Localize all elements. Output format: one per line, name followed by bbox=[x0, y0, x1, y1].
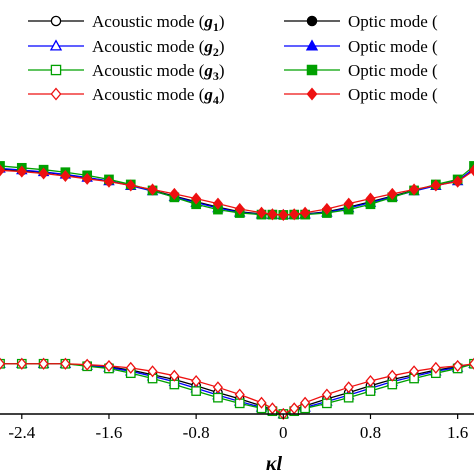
legend-marker bbox=[305, 39, 319, 51]
data-point bbox=[191, 374, 202, 388]
data-point bbox=[289, 208, 300, 221]
data-point bbox=[452, 359, 463, 373]
data-point bbox=[409, 365, 420, 378]
legend: Acoustic mode (g1)Acoustic mode (g2)Acou… bbox=[28, 12, 438, 107]
series-1 bbox=[0, 358, 474, 419]
series-8 bbox=[0, 164, 474, 221]
data-point bbox=[278, 208, 289, 221]
legend-label: Optic mode ( bbox=[348, 61, 438, 80]
legend-item: Optic mode ( bbox=[284, 61, 438, 80]
legend-item: Acoustic mode (g4) bbox=[28, 85, 225, 107]
data-point bbox=[169, 187, 180, 200]
data-point bbox=[343, 197, 354, 210]
x-axis-label: κl bbox=[266, 453, 283, 474]
x-tick-label: -2.4 bbox=[8, 423, 35, 442]
legend-marker bbox=[306, 87, 318, 101]
data-point bbox=[125, 361, 136, 374]
legend-item: Acoustic mode (g1) bbox=[28, 12, 225, 34]
data-point bbox=[147, 183, 158, 196]
legend-marker bbox=[50, 87, 62, 101]
data-point bbox=[82, 358, 93, 371]
x-tick-label: -0.8 bbox=[183, 423, 210, 442]
data-point bbox=[213, 392, 223, 403]
data-point bbox=[0, 161, 5, 171]
data-point bbox=[387, 369, 398, 382]
x-tick-label: 0 bbox=[279, 423, 288, 442]
data-point bbox=[267, 208, 278, 221]
data-point bbox=[365, 192, 376, 205]
series-2 bbox=[0, 357, 474, 419]
data-point bbox=[300, 206, 311, 219]
data-point bbox=[365, 386, 376, 396]
legend-label: Acoustic mode (g4) bbox=[92, 85, 225, 107]
legend-label: Acoustic mode (g2) bbox=[92, 37, 225, 59]
data-point bbox=[60, 169, 71, 183]
data-point bbox=[234, 202, 245, 216]
data-point bbox=[38, 357, 49, 370]
x-axis: -2.4 -1.6 -0.8 0 0.8 1.6 bbox=[0, 413, 474, 442]
legend-item: Acoustic mode (g3) bbox=[28, 61, 225, 83]
data-point bbox=[103, 175, 115, 188]
legend-item: Optic mode ( bbox=[284, 85, 438, 104]
data-point bbox=[212, 381, 223, 394]
data-point bbox=[147, 365, 158, 378]
legend-label: Optic mode ( bbox=[348, 12, 438, 31]
data-point bbox=[16, 357, 27, 370]
data-point bbox=[0, 357, 6, 370]
data-point bbox=[212, 197, 223, 210]
data-point bbox=[409, 183, 420, 196]
legend-label: Optic mode ( bbox=[348, 37, 438, 56]
data-point bbox=[38, 167, 49, 180]
data-point bbox=[452, 175, 463, 188]
legend-label: Optic mode ( bbox=[348, 85, 438, 104]
data-point bbox=[191, 192, 202, 205]
legend-marker bbox=[306, 15, 318, 27]
series-4 bbox=[0, 357, 474, 421]
data-point bbox=[387, 187, 398, 200]
legend-item: Acoustic mode (g2) bbox=[28, 37, 225, 59]
data-point bbox=[343, 381, 354, 394]
plot-area bbox=[0, 161, 474, 421]
data-point bbox=[60, 357, 71, 370]
legend-label: Acoustic mode (g1) bbox=[92, 12, 225, 34]
data-point bbox=[430, 179, 441, 192]
data-point bbox=[16, 165, 27, 178]
data-point bbox=[191, 386, 201, 396]
data-point bbox=[468, 164, 474, 177]
data-point bbox=[365, 374, 376, 388]
data-point bbox=[343, 392, 354, 403]
x-tick-label: -1.6 bbox=[96, 423, 123, 442]
data-point bbox=[256, 206, 267, 219]
data-point bbox=[468, 357, 474, 370]
legend-marker bbox=[50, 15, 62, 27]
legend-marker bbox=[50, 64, 62, 76]
series-3 bbox=[0, 358, 474, 419]
x-tick-label: 1.6 bbox=[447, 423, 468, 442]
data-point bbox=[0, 164, 6, 177]
data-point bbox=[430, 361, 441, 374]
legend-item: Optic mode ( bbox=[284, 37, 438, 56]
legend-item: Optic mode ( bbox=[284, 12, 438, 31]
legend-marker bbox=[306, 64, 318, 76]
data-point bbox=[125, 179, 136, 192]
data-point bbox=[300, 396, 311, 409]
legend-label: Acoustic mode (g3) bbox=[92, 61, 225, 83]
data-point bbox=[234, 388, 245, 401]
x-tick-label: 0.8 bbox=[360, 423, 381, 442]
data-point bbox=[256, 396, 267, 409]
data-point bbox=[321, 388, 332, 401]
data-point bbox=[169, 369, 180, 382]
data-point bbox=[103, 359, 115, 373]
data-point bbox=[321, 202, 332, 216]
legend-marker bbox=[49, 39, 63, 51]
data-point bbox=[82, 172, 93, 185]
